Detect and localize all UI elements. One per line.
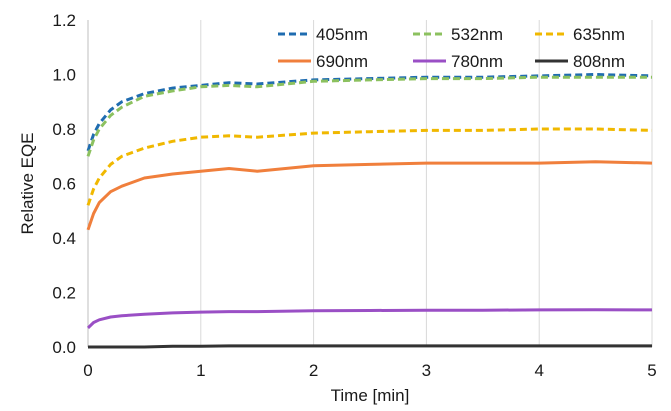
y-tick-label: 0.6 [52, 175, 76, 194]
legend-label-780nm: 780nm [451, 52, 503, 71]
series-line-532nm [86, 75, 652, 157]
series-line-780nm [86, 308, 653, 329]
x-tick-label: 2 [309, 361, 318, 380]
x-tick-label: 5 [647, 361, 656, 380]
x-axis-title: Time [min] [331, 386, 410, 405]
series-lines [86, 73, 653, 349]
grid-lines [200, 20, 653, 347]
legend: 405nm 532nm 635nm 690nm 780nm 808nm [278, 25, 625, 71]
legend-label-405nm: 405nm [316, 25, 368, 44]
axes: 0.0 0.2 0.4 0.6 0.8 1.0 1.2 0 1 2 3 4 5 [52, 11, 656, 380]
legend-label-532nm: 532nm [451, 25, 503, 44]
series-line-405nm [86, 73, 653, 152]
y-tick-label: 0.0 [52, 338, 76, 357]
legend-label-690nm: 690nm [316, 52, 368, 71]
x-tick-label: 1 [196, 361, 205, 380]
x-tick-label: 0 [83, 361, 92, 380]
x-tick-label: 4 [534, 361, 543, 380]
series-line-635nm [86, 127, 653, 206]
series-line-690nm [86, 160, 653, 231]
y-tick-label: 0.4 [52, 229, 76, 248]
y-tick-label: 0.2 [52, 284, 76, 303]
x-tick-label: 3 [422, 361, 431, 380]
y-tick-label: 0.8 [52, 120, 76, 139]
y-axis-title: Relative EQE [18, 132, 37, 234]
series-line-808nm [88, 344, 652, 349]
y-tick-label: 1.0 [52, 66, 76, 85]
legend-label-635nm: 635nm [573, 25, 625, 44]
legend-label-808nm: 808nm [573, 52, 625, 71]
y-tick-label: 1.2 [52, 11, 76, 30]
